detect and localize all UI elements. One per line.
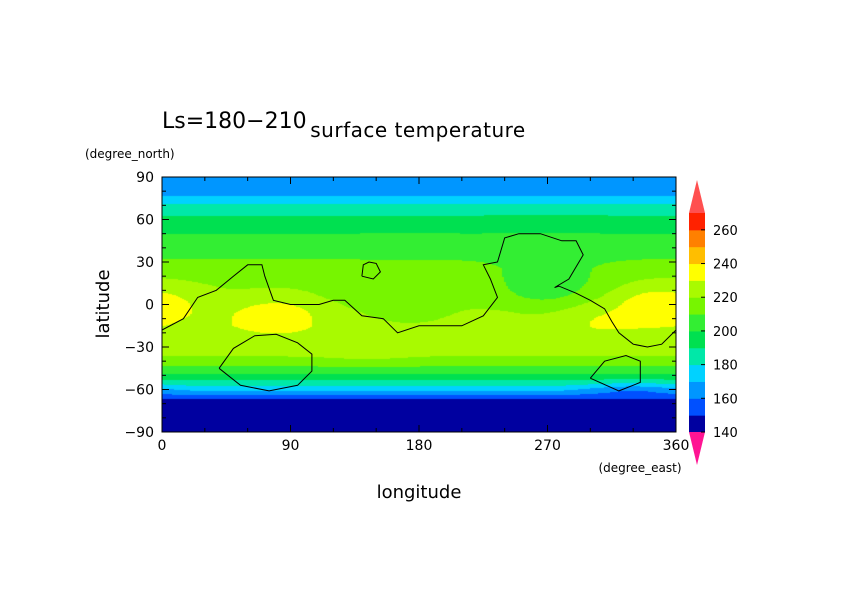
x-tick-label-90: 90 <box>282 438 300 454</box>
colorbar-label-260: 260 <box>713 224 738 239</box>
y-tick-label-60: 60 <box>136 213 154 229</box>
chart-subtitle: Ls=180−210 <box>162 109 307 134</box>
colorbar-band-230 <box>689 263 705 281</box>
colorbar-band-210 <box>689 297 705 315</box>
x-tick-label-270: 270 <box>534 438 561 454</box>
y-tick-label-30: 30 <box>136 255 154 271</box>
x-tick-label-0: 0 <box>158 438 167 454</box>
contour-southeast-basin <box>589 354 641 392</box>
contour-lines <box>161 233 677 392</box>
plot-area: 0 90 180 270 360 −90 −60 −30 0 30 60 90 <box>124 170 689 454</box>
colorbar: 140 160 180 200 220 240 260 <box>689 180 738 465</box>
y-tick-label--30: −30 <box>124 340 154 356</box>
x-tick-label-180: 180 <box>406 438 433 454</box>
colorbar-band-220 <box>689 280 705 298</box>
colorbar-band-240 <box>689 246 705 265</box>
colorbar-label-160: 160 <box>713 392 738 407</box>
colorbar-band-180 <box>689 347 705 366</box>
x-axis-label: longitude <box>377 482 462 503</box>
axis-ticks: 0 90 180 270 360 −90 −60 −30 0 30 60 90 <box>124 170 689 454</box>
colorbar-band-260 <box>689 213 705 231</box>
contour-southern-basin <box>218 333 313 392</box>
colorbar-band-160 <box>689 381 705 399</box>
y-axis-label: latitude <box>93 269 114 338</box>
chart-title: surface temperature <box>310 118 526 142</box>
colorbar-label-240: 240 <box>713 258 738 273</box>
colorbar-under-arrow <box>689 432 705 465</box>
x-tick-label-360: 360 <box>663 438 690 454</box>
contour-small-ring <box>361 261 382 280</box>
y-tick-label--90: −90 <box>124 425 154 441</box>
colorbar-band-170 <box>689 364 705 382</box>
y-tick-label-0: 0 <box>145 298 154 314</box>
contour-continent-outline <box>161 233 677 348</box>
colorbar-band-250 <box>689 229 705 248</box>
colorbar-band-150 <box>689 398 705 416</box>
colorbar-band-140 <box>689 415 705 433</box>
colorbar-label-140: 140 <box>713 426 738 441</box>
colorbar-over-arrow <box>689 180 705 213</box>
y-tick-label-90: 90 <box>136 170 154 186</box>
colorbar-band-190 <box>689 330 705 349</box>
colorbar-label-180: 180 <box>713 359 738 374</box>
x-unit-label: (degree_east) <box>598 461 681 475</box>
y-tick-label--60: −60 <box>124 383 154 399</box>
y-unit-label: (degree_north) <box>85 147 175 161</box>
colorbar-label-220: 220 <box>713 291 738 306</box>
colorbar-band-200 <box>689 314 705 332</box>
temperature-field <box>162 177 676 432</box>
colorbar-label-200: 200 <box>713 325 738 340</box>
